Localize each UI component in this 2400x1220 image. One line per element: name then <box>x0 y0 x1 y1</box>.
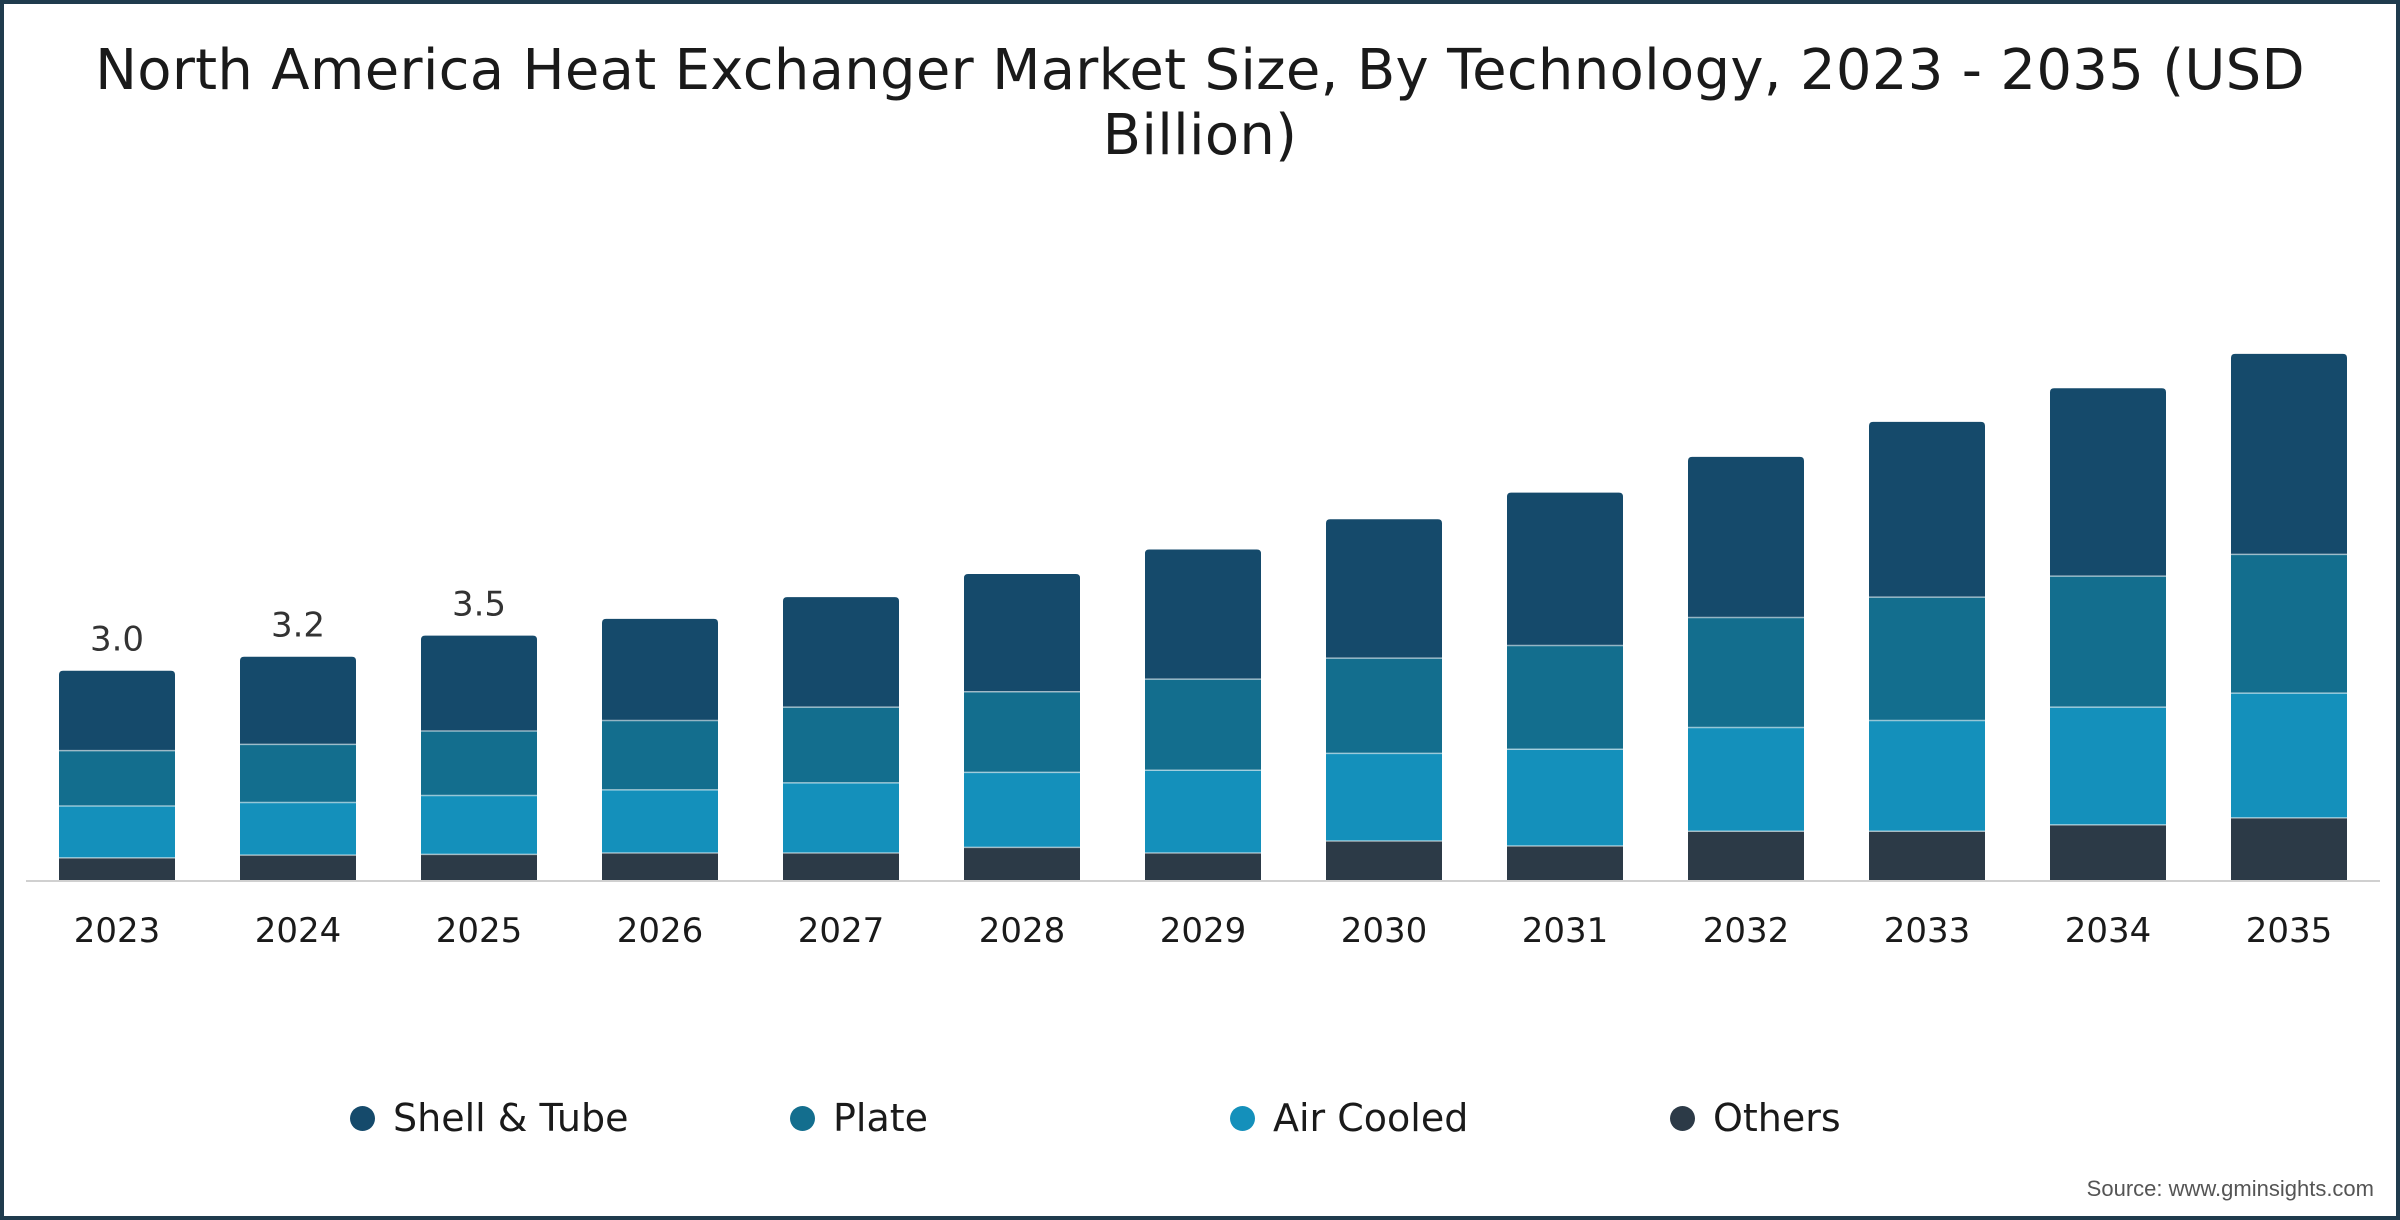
x-tick-2024: 2024 <box>255 911 342 951</box>
x-tick-2030: 2030 <box>1341 911 1428 951</box>
bar-air-cooled-2024 <box>240 802 356 856</box>
legend-item-air-cooled: Air Cooled <box>1230 1096 1468 1140</box>
bar-others-2031 <box>1507 845 1623 881</box>
legend: Shell & Tube Plate Air Cooled Others <box>4 1096 2396 1156</box>
bar-plate-2029 <box>1145 679 1261 771</box>
bar-others-2035 <box>2231 817 2347 881</box>
bar-others-2029 <box>1145 852 1261 881</box>
bar-others-2030 <box>1326 841 1442 881</box>
x-tick-2027: 2027 <box>798 911 885 951</box>
bar-shell-tube-2031 <box>1507 492 1623 646</box>
bar-shell-tube-2030 <box>1326 519 1442 659</box>
legend-marker-air-cooled <box>1230 1105 1255 1131</box>
bar-air-cooled-2035 <box>2231 693 2347 818</box>
bar-plate-2033 <box>1869 597 1985 721</box>
bar-shell-tube-2025 <box>421 635 537 731</box>
bar-plate-2025 <box>421 730 537 796</box>
source-note: Source: www.gminsights.com <box>2086 1176 2374 1201</box>
data-label-2024: 3.2 <box>271 606 325 646</box>
legend-item-plate: Plate <box>790 1096 928 1140</box>
bar-others-2032 <box>1688 831 1804 881</box>
x-tick-2032: 2032 <box>1703 911 1790 951</box>
bar-plate-2035 <box>2231 554 2347 694</box>
bar-air-cooled-2027 <box>783 782 899 853</box>
chart-title: North America Heat Exchanger Market Size… <box>95 38 2305 168</box>
x-tick-labels: 2023 2024 2025 2026 2027 2028 2029 2030 2031 2032… <box>74 911 2333 951</box>
bar-plate-2024 <box>240 744 356 803</box>
bar-air-cooled-2026 <box>602 789 718 853</box>
bar-others-2027 <box>783 852 899 881</box>
bar-others-2028 <box>964 847 1080 881</box>
x-tick-2031: 2031 <box>1522 911 1609 951</box>
x-tick-2028: 2028 <box>979 911 1066 951</box>
legend-marker-plate <box>790 1105 815 1131</box>
bar-plate-2023 <box>59 750 175 806</box>
bar-plate-2030 <box>1326 658 1442 754</box>
bars-group <box>59 353 2347 881</box>
bar-shell-tube-2032 <box>1688 456 1804 618</box>
bar-air-cooled-2025 <box>421 795 537 855</box>
bar-shell-tube-2023 <box>59 670 175 751</box>
legend-label-shell-tube: Shell & Tube <box>393 1096 629 1140</box>
legend-label-others: Others <box>1713 1096 1841 1140</box>
bar-shell-tube-2035 <box>2231 353 2347 555</box>
bar-others-2026 <box>602 852 718 881</box>
bar-air-cooled-2023 <box>59 805 175 858</box>
bar-shell-tube-2026 <box>602 618 718 721</box>
legend-marker-shell-tube <box>350 1105 375 1131</box>
x-tick-2029: 2029 <box>1160 911 1247 951</box>
bar-air-cooled-2034 <box>2050 707 2166 825</box>
legend-label-air-cooled: Air Cooled <box>1273 1096 1469 1140</box>
bar-plate-2026 <box>602 720 718 790</box>
bar-shell-tube-2028 <box>964 573 1080 692</box>
bar-shell-tube-2033 <box>1869 421 1985 598</box>
x-tick-2023: 2023 <box>74 911 161 951</box>
x-tick-2035: 2035 <box>2246 911 2333 951</box>
data-label-2023: 3.0 <box>90 620 144 660</box>
legend-marker-others <box>1670 1105 1695 1131</box>
bar-plate-2032 <box>1688 617 1804 728</box>
x-tick-2034: 2034 <box>2065 911 2152 951</box>
bar-air-cooled-2031 <box>1507 749 1623 846</box>
bar-plate-2034 <box>2050 576 2166 708</box>
bar-others-2025 <box>421 854 537 881</box>
data-labels: 3.0 3.2 3.5 <box>90 585 506 660</box>
bar-others-2024 <box>240 855 356 881</box>
legend-label-plate: Plate <box>833 1096 929 1140</box>
bar-air-cooled-2030 <box>1326 753 1442 842</box>
bar-air-cooled-2033 <box>1869 720 1985 832</box>
x-tick-2026: 2026 <box>617 911 704 951</box>
legend-item-shell-tube: Shell & Tube <box>350 1096 629 1140</box>
bar-others-2033 <box>1869 831 1985 881</box>
bar-plate-2027 <box>783 707 899 783</box>
data-label-2025: 3.5 <box>452 585 506 625</box>
legend-item-others: Others <box>1670 1096 1841 1140</box>
bar-others-2034 <box>2050 824 2166 881</box>
bar-others-2023 <box>59 857 175 881</box>
bar-shell-tube-2024 <box>240 656 356 745</box>
bar-plate-2031 <box>1507 645 1623 750</box>
bar-air-cooled-2028 <box>964 772 1080 848</box>
stacked-bar-chart: 2023 2024 2025 2026 2027 2028 2029 2030 2031 2032… <box>26 353 2380 951</box>
x-tick-2033: 2033 <box>1884 911 1971 951</box>
bar-plate-2028 <box>964 691 1080 773</box>
bar-air-cooled-2029 <box>1145 770 1261 853</box>
bar-shell-tube-2029 <box>1145 549 1261 680</box>
bar-air-cooled-2032 <box>1688 727 1804 832</box>
x-tick-2025: 2025 <box>436 911 523 951</box>
bar-shell-tube-2034 <box>2050 388 2166 577</box>
bar-shell-tube-2027 <box>783 597 899 708</box>
